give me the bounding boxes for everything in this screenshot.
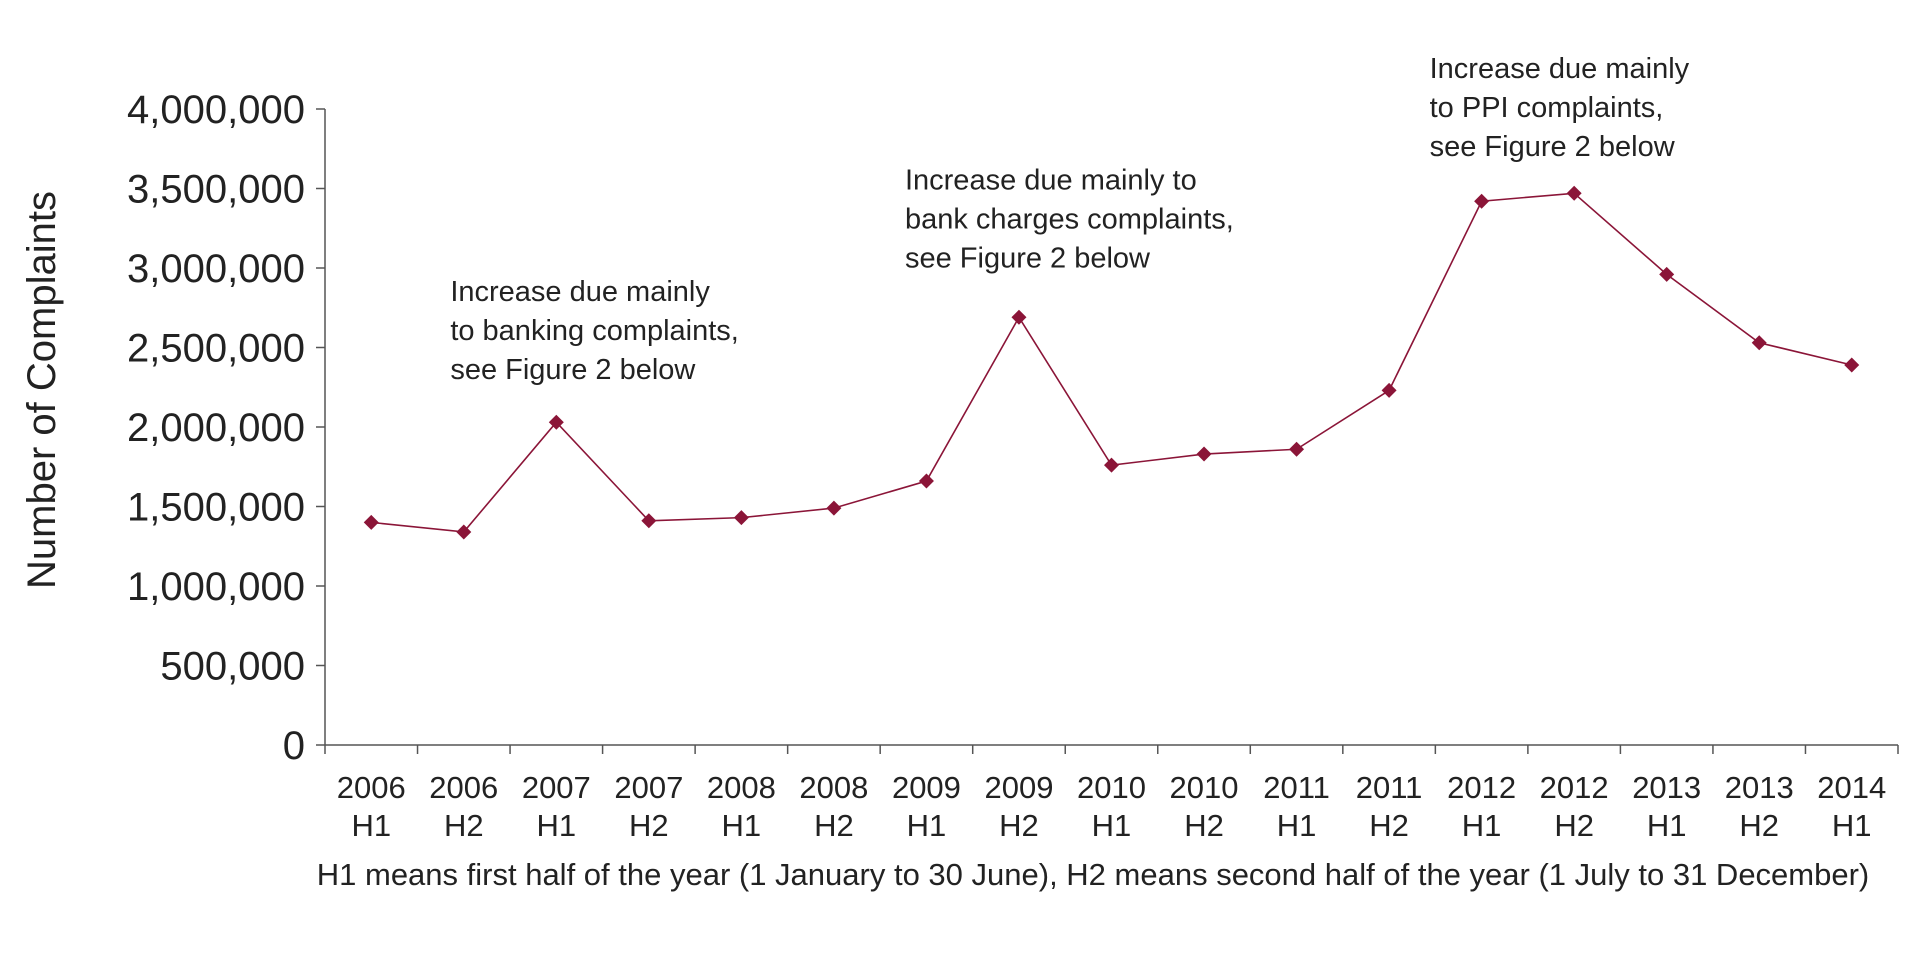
data-point-marker — [641, 513, 657, 529]
annotations: Increase due mainly to banking complaints… — [450, 53, 1689, 386]
annotation-ppi: Increase due mainly to PPI complaints, see… — [1430, 53, 1690, 163]
y-tick-label: 500,000 — [160, 645, 305, 689]
y-axis: 0 500,000 1,000,000 1,500,000 2,000,000 2,500… — [127, 88, 326, 768]
y-tick-label: 3,000,000 — [127, 247, 305, 291]
annotation-bank-charges: Increase due mainly to bank charges compl… — [905, 164, 1234, 274]
annotation-banking: Increase due mainly to banking complaints… — [450, 276, 739, 386]
data-point-marker — [1751, 335, 1767, 351]
data-point-marker — [548, 414, 564, 430]
data-point-marker — [826, 500, 842, 516]
x-axis: 2006 H1 2006 H2 2007 H1 2007 H2 2008 H1 2008 H2 2009… — [324, 744, 1899, 843]
x-tick-label: 2013 H2 — [1725, 770, 1794, 843]
data-point-marker — [1844, 357, 1860, 373]
x-tick-label: 2006 H1 — [337, 770, 406, 843]
y-tick-label: 1,500,000 — [127, 486, 305, 530]
x-tick-label: 2011 H1 — [1263, 770, 1330, 843]
x-tick-label: 2014 H1 — [1817, 770, 1886, 843]
x-tick-label: 2010 H1 — [1077, 770, 1146, 843]
y-tick-label: 4,000,000 — [127, 88, 305, 132]
x-tick-label: 2009 H2 — [984, 770, 1053, 843]
data-point-marker — [1196, 446, 1212, 462]
x-tick-label: 2011 H2 — [1356, 770, 1423, 843]
data-point-marker — [1474, 193, 1490, 209]
y-axis-label: Number of Complaints — [20, 191, 64, 589]
x-tick-label: 2012 H2 — [1540, 770, 1609, 843]
x-tick-label: 2010 H2 — [1170, 770, 1239, 843]
data-point-marker — [1104, 457, 1119, 473]
x-tick-label: 2008 H2 — [799, 770, 868, 843]
data-point-marker — [918, 473, 934, 489]
x-tick-label: 2012 H1 — [1447, 770, 1516, 843]
y-tick-label: 3,500,000 — [127, 168, 305, 212]
data-point-marker — [1289, 441, 1305, 457]
y-tick-label: 1,000,000 — [127, 565, 305, 609]
x-tick-label: 2009 H1 — [892, 770, 961, 843]
y-tick-label: 0 — [283, 724, 305, 768]
data-point-marker — [1381, 382, 1397, 398]
series-complaints — [363, 185, 1860, 540]
data-point-marker — [733, 510, 749, 526]
x-tick-label: 2013 H1 — [1632, 770, 1701, 843]
data-point-marker — [1011, 309, 1027, 325]
data-point-marker — [456, 524, 472, 540]
x-tick-label: 2007 H2 — [614, 770, 683, 843]
y-tick-label: 2,000,000 — [127, 406, 305, 450]
y-tick-label: 2,500,000 — [127, 327, 305, 371]
data-point-marker — [363, 514, 379, 530]
x-tick-label: 2008 H1 — [707, 770, 776, 843]
x-axis-footnote: H1 means first half of the year (1 Janua… — [317, 857, 1870, 892]
x-tick-label: 2006 H2 — [429, 770, 498, 843]
data-point-marker — [1659, 266, 1675, 282]
x-tick-label: 2007 H1 — [522, 770, 591, 843]
data-point-marker — [1566, 185, 1582, 201]
